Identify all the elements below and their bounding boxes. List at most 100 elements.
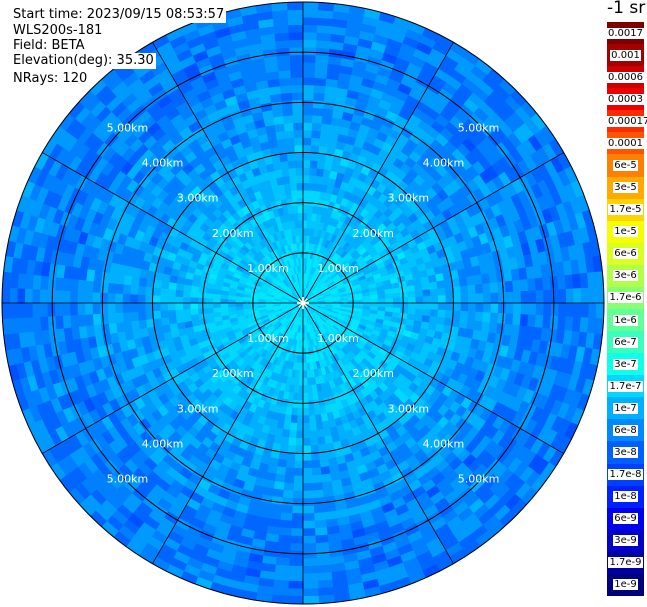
beta-cell	[528, 290, 537, 304]
beta-cell	[572, 273, 582, 290]
beta-cell	[579, 272, 589, 289]
beta-cell	[286, 595, 304, 605]
beta-cell	[286, 452, 296, 462]
beta-cell	[272, 17, 289, 27]
beta-cell	[288, 31, 304, 41]
beta-cell	[302, 159, 311, 169]
beta-cell	[312, 99, 325, 109]
beta-cell	[282, 489, 294, 499]
range-ring-label: 2.00km	[352, 227, 394, 240]
beta-cell	[580, 302, 590, 319]
beta-cell	[313, 406, 322, 416]
beta-cell	[459, 310, 469, 321]
beta-cell	[312, 497, 325, 507]
beta-cell	[167, 288, 177, 297]
beta-cell	[302, 144, 312, 154]
beta-cell	[299, 250, 304, 259]
beta-cell	[489, 312, 499, 324]
beta-cell	[289, 543, 304, 552]
colorbar-tick-label: 0.0003	[607, 93, 644, 105]
beta-cell	[302, 437, 311, 447]
beta-cell	[190, 313, 200, 322]
beta-cell	[293, 212, 299, 222]
beta-cell	[588, 302, 597, 319]
colorbar-swatch: 1.7e-7	[607, 375, 644, 398]
beta-cell	[219, 298, 229, 304]
beta-cell	[421, 282, 431, 291]
beta-cell	[69, 302, 78, 316]
beta-cell	[302, 219, 308, 229]
ppi-plot: 1.00km2.00km3.00km4.00km5.00km1.00km2.00…	[1, 1, 605, 605]
beta-cell	[294, 460, 304, 469]
beta-cell	[280, 160, 290, 170]
beta-cell	[302, 114, 314, 123]
beta-cell	[302, 385, 309, 394]
beta-cell	[204, 307, 214, 314]
beta-cell	[152, 294, 161, 304]
beta-cell	[564, 316, 574, 332]
beta-cell	[159, 287, 169, 297]
beta-cell	[534, 314, 544, 329]
colorbar-tick-label: 1e-8	[613, 491, 638, 503]
beta-cell	[558, 288, 567, 304]
beta-cell	[497, 312, 507, 325]
beta-cell	[296, 415, 304, 424]
beta-cell	[312, 114, 323, 124]
range-ring-label: 1.00km	[247, 332, 289, 345]
beta-cell	[595, 286, 605, 304]
colorbar-tick-label: 3e-5	[613, 182, 638, 194]
beta-cell	[535, 290, 545, 304]
beta-cell	[242, 302, 251, 307]
beta-cell	[302, 377, 308, 387]
beta-cell	[294, 452, 304, 462]
beta-cell	[314, 519, 327, 529]
beta-cell	[311, 122, 323, 132]
beta-cell	[152, 302, 161, 312]
beta-cell	[84, 291, 93, 304]
colorbar-swatch: 0.00017	[607, 110, 647, 133]
beta-cell	[9, 302, 18, 319]
beta-cell	[377, 298, 387, 304]
beta-cell	[319, 138, 330, 148]
beta-cell	[422, 302, 432, 311]
beta-cell	[283, 114, 294, 124]
beta-cell	[497, 281, 507, 294]
beta-cell	[422, 308, 432, 317]
beta-cell	[76, 290, 86, 304]
beta-cell	[281, 99, 294, 109]
colorbar-tick-label: 6e-8	[613, 424, 638, 436]
beta-cell	[24, 288, 33, 304]
beta-cell	[565, 288, 575, 304]
beta-cell	[292, 498, 304, 507]
beta-cell	[294, 445, 304, 454]
beta-cell	[474, 283, 484, 295]
beta-cell	[310, 444, 320, 454]
beta-cell	[76, 302, 86, 316]
beta-cell	[302, 54, 317, 63]
beta-cell	[452, 302, 462, 312]
beta-cell	[279, 519, 292, 529]
beta-cell	[557, 316, 567, 331]
colorbar-swatch: 3e-7	[607, 353, 644, 376]
beta-cell	[311, 467, 322, 477]
beta-cell	[297, 400, 304, 409]
beta-cell	[46, 289, 56, 304]
beta-cell	[430, 302, 439, 311]
beta-cell	[227, 306, 236, 312]
beta-cell	[47, 275, 57, 291]
beta-cell	[31, 288, 41, 304]
beta-cell	[219, 302, 229, 308]
beta-cell	[392, 297, 402, 304]
beta-cell	[289, 46, 304, 56]
beta-cell	[174, 308, 184, 317]
colorbar-swatch: 6e-8	[607, 419, 644, 442]
beta-cell	[392, 292, 402, 299]
beta-cell	[308, 182, 316, 192]
beta-cell	[286, 152, 296, 162]
beta-cell	[295, 437, 304, 447]
beta-cell	[138, 319, 148, 330]
colorbar-tick-label: 1e-9	[613, 579, 638, 591]
beta-cell	[189, 302, 199, 310]
beta-cell	[309, 429, 318, 439]
beta-cell	[377, 302, 387, 308]
